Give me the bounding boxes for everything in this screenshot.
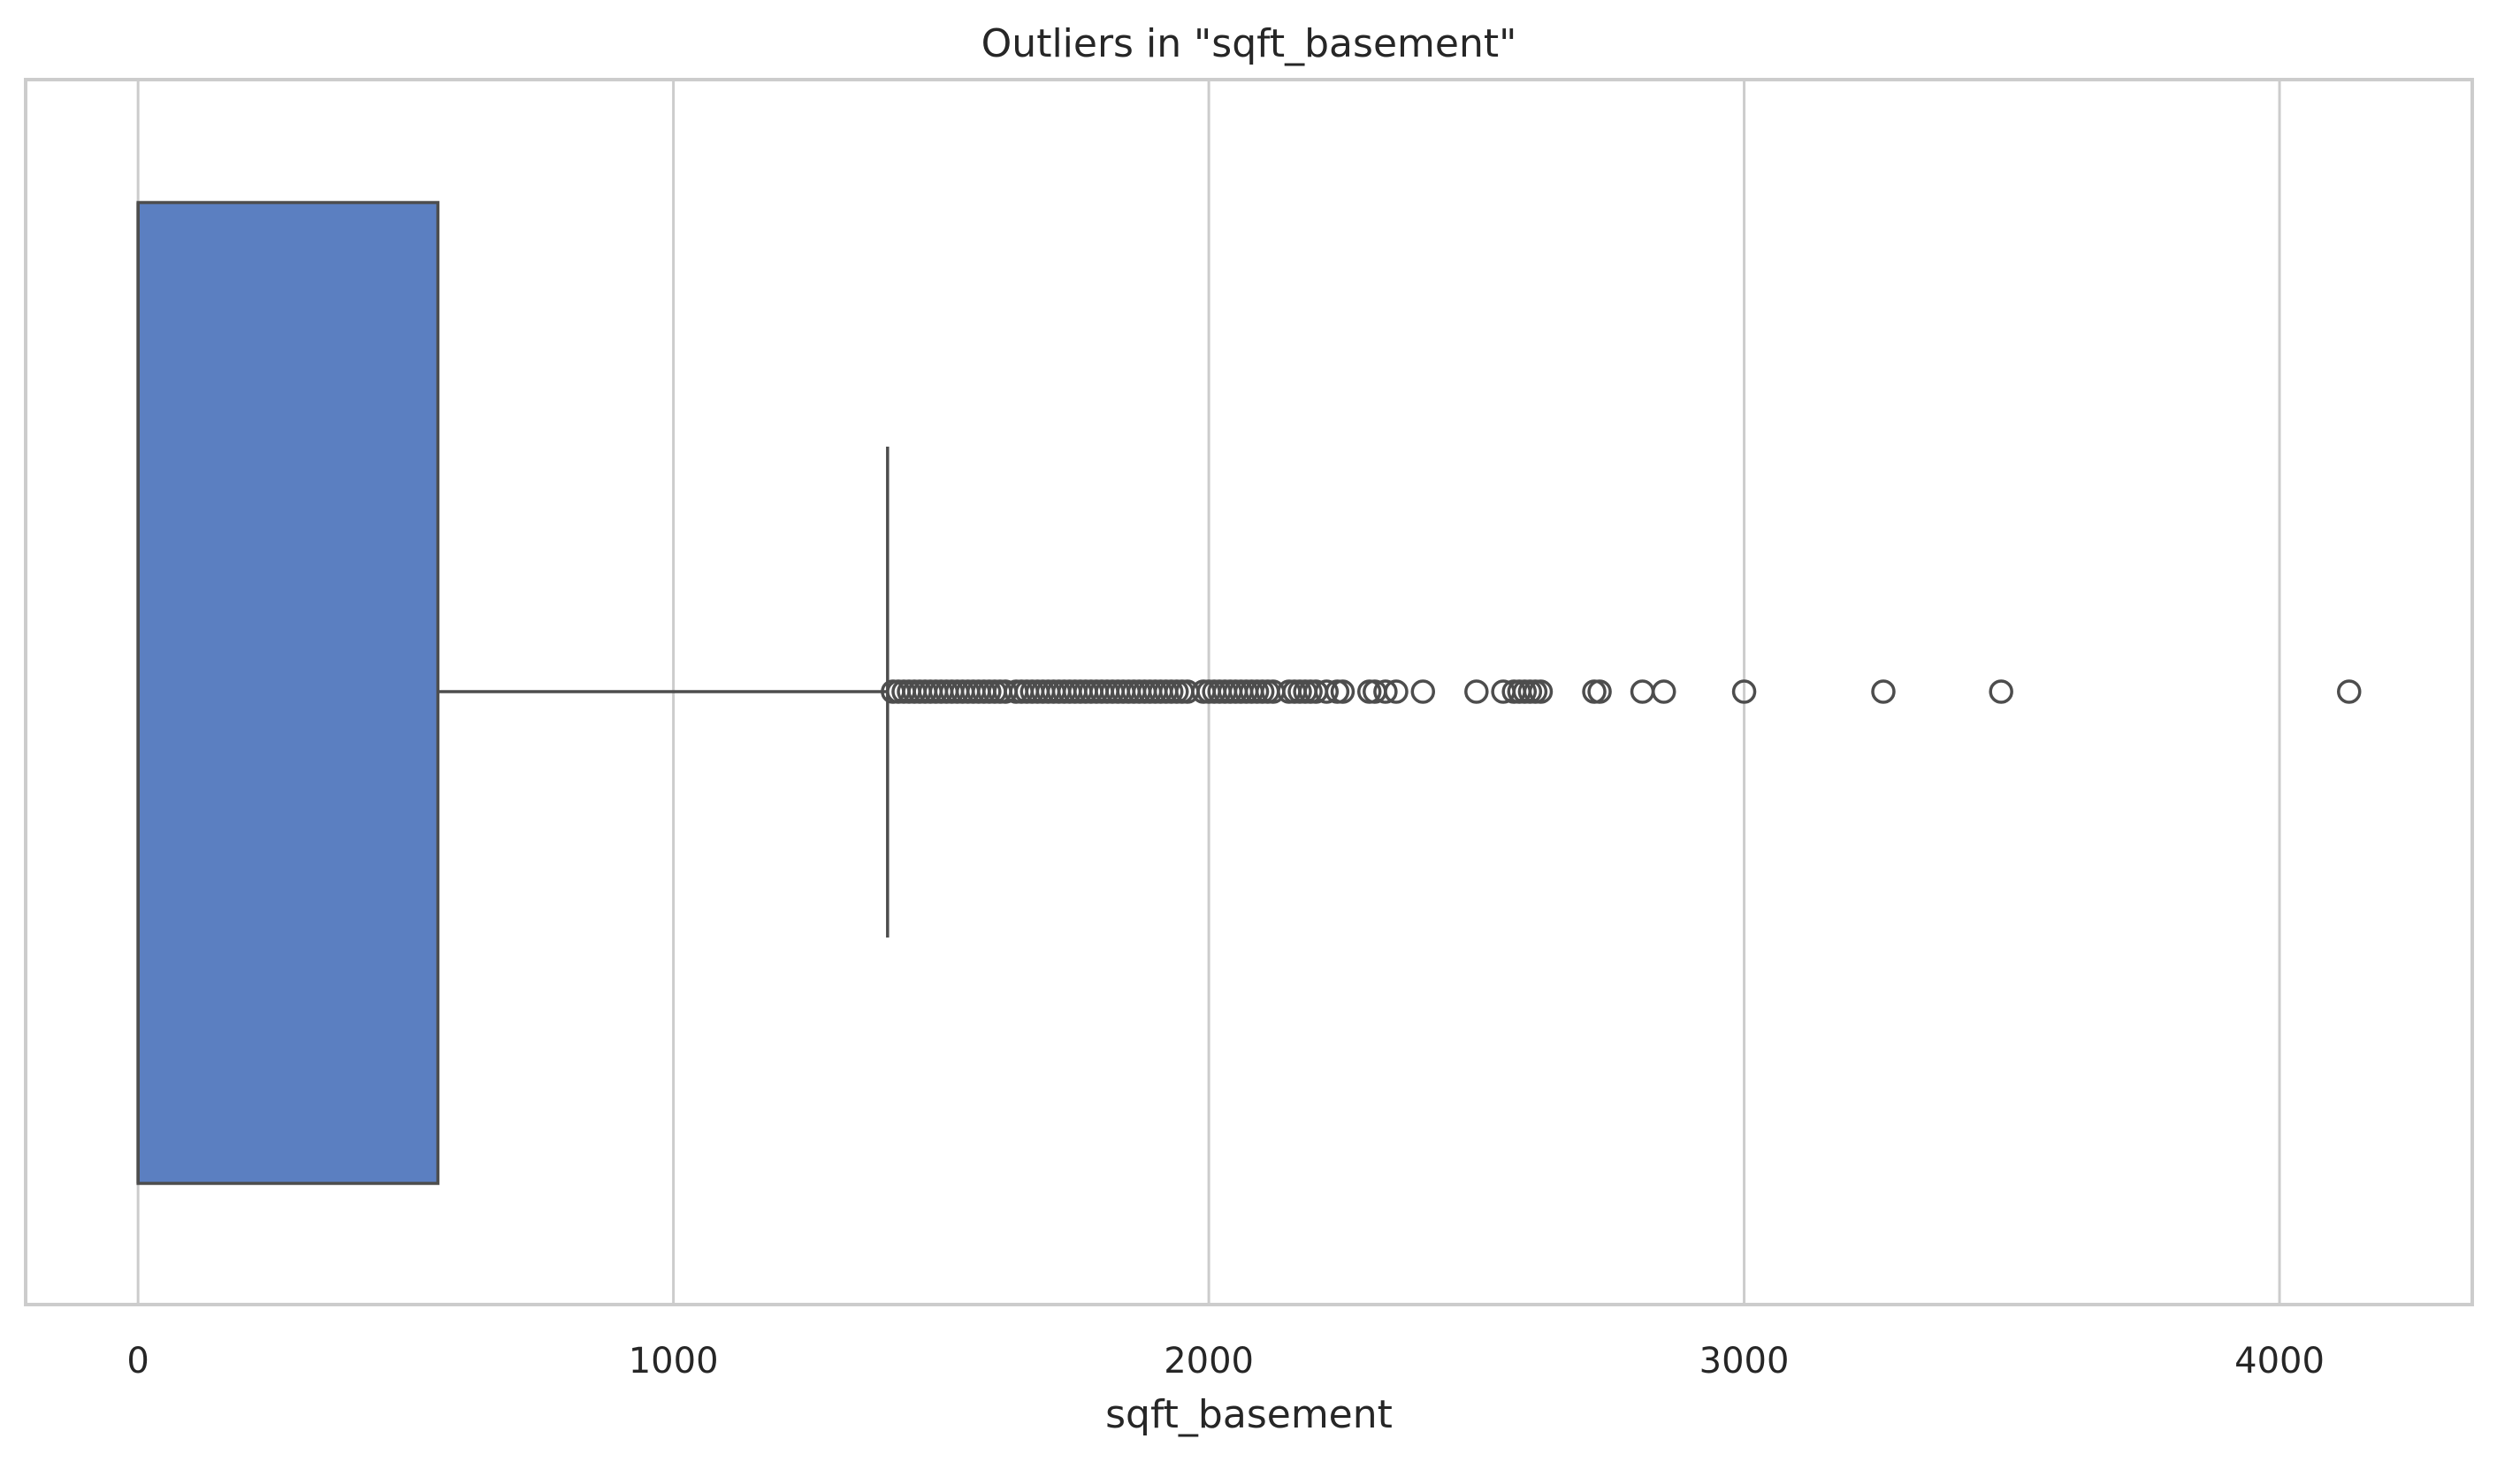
x-tick-labels: 0 1000 2000 3000 4000 bbox=[126, 1341, 2325, 1382]
outlier-point bbox=[2336, 679, 2362, 704]
x-tick-label: 2000 bbox=[1164, 1341, 1254, 1382]
box-group bbox=[136, 201, 890, 1185]
outlier-point bbox=[1871, 679, 1896, 704]
x-tick-label: 3000 bbox=[1699, 1341, 1790, 1382]
outlier-point bbox=[1384, 679, 1409, 704]
outlier-point bbox=[1731, 679, 1757, 704]
iqr-box bbox=[136, 201, 439, 1185]
outlier-point bbox=[1373, 679, 1398, 704]
outliers-group bbox=[881, 679, 2362, 704]
outlier-point bbox=[1651, 679, 1676, 704]
chart-title: Outliers in "sqft_basement" bbox=[981, 21, 1517, 66]
outlier-point bbox=[1587, 679, 1612, 704]
outlier-point bbox=[1630, 679, 1655, 704]
outlier-point bbox=[1464, 679, 1489, 704]
plot-frame bbox=[24, 78, 2474, 1306]
x-axis-label: sqft_basement bbox=[1105, 1392, 1393, 1437]
outlier-point bbox=[1314, 679, 1340, 704]
x-tick-label: 0 bbox=[126, 1341, 149, 1382]
x-tick-label: 1000 bbox=[629, 1341, 719, 1382]
x-tick-label: 4000 bbox=[2234, 1341, 2325, 1382]
outlier-point bbox=[1330, 679, 1355, 704]
outlier-point bbox=[1989, 679, 2013, 704]
outlier-point bbox=[1410, 679, 1436, 704]
outlier-point bbox=[1528, 679, 1554, 704]
